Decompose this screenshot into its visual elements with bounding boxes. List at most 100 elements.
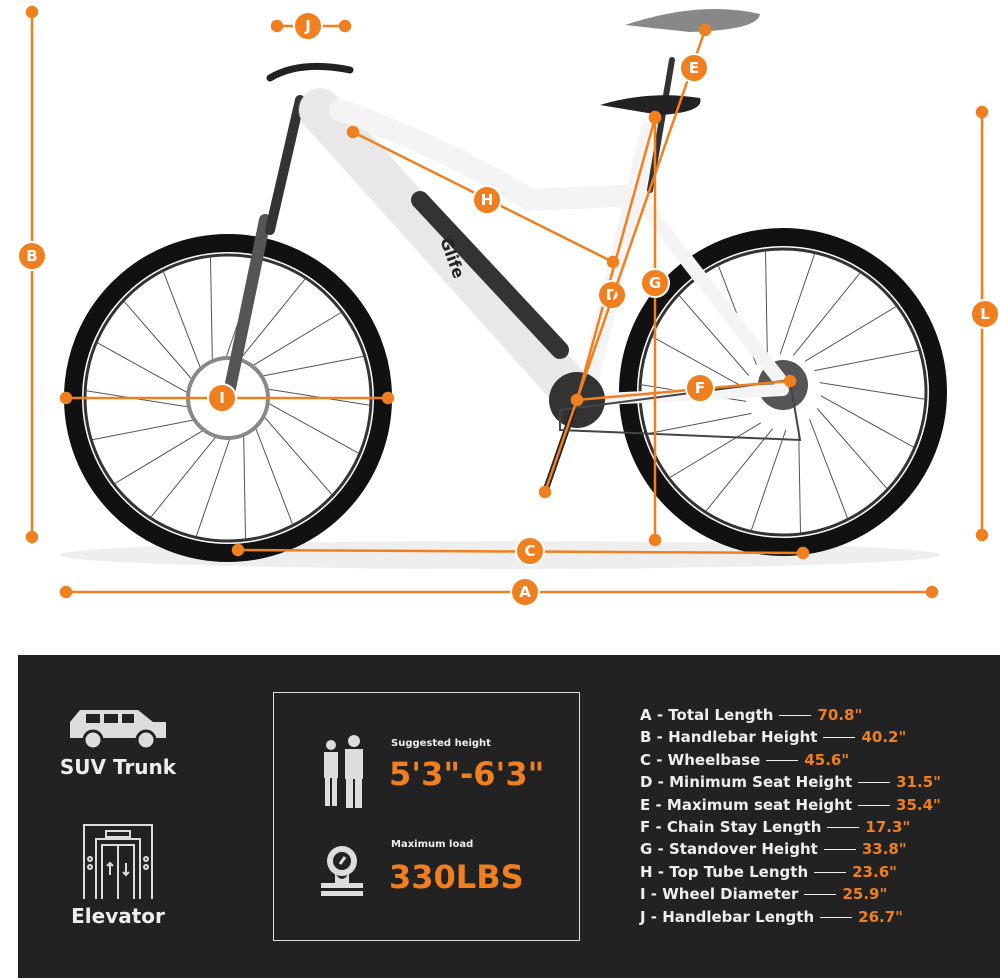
spoke — [92, 418, 197, 441]
spec-row: J - Handlebar Length 26.7" — [640, 906, 941, 928]
specs-panel: SUV Trunk Elevator Suggested height 5'3"… — [18, 655, 1000, 978]
spoke — [123, 300, 195, 382]
rider-info-box: Suggested height 5'3"-6'3" Maximum load … — [273, 692, 580, 941]
dimension-label: G — [649, 274, 661, 292]
spec-key: A - Total Length — [640, 706, 774, 724]
suv-icon — [70, 710, 166, 751]
dimension-c: C — [231, 536, 810, 566]
spoke — [814, 349, 919, 372]
dimension-l: L — [970, 105, 1000, 542]
spoke — [809, 419, 849, 519]
spoke — [162, 271, 202, 371]
spec-value: 26.7" — [858, 907, 903, 926]
spec-row: D - Minimum Seat Height 31.5" — [640, 771, 941, 793]
elevator-icon — [83, 824, 153, 899]
dimension-j: J — [270, 11, 352, 41]
spoke — [237, 278, 306, 362]
spec-value: 17.3" — [865, 818, 911, 837]
spec-value: 31.5" — [896, 773, 941, 792]
leader-line — [820, 916, 853, 918]
leader-line — [858, 804, 891, 806]
leader-line — [779, 715, 812, 716]
spoke — [249, 311, 342, 368]
dimension-a: A — [59, 577, 939, 607]
spec-row: I - Wheel Diameter 25.9" — [640, 883, 941, 905]
spoke — [678, 294, 750, 376]
spec-key: C - Wheelbase — [640, 750, 761, 769]
feature-elevator: Elevator — [38, 823, 198, 928]
spec-value: 35.4" — [896, 795, 941, 814]
dimension-i: I — [59, 383, 395, 413]
spec-row: F - Chain Stay Length 17.3" — [640, 816, 941, 838]
spoke — [651, 336, 746, 389]
dimension-label: C — [524, 542, 535, 560]
spoke — [804, 305, 897, 362]
load-label: Maximum load — [391, 839, 474, 850]
dimension-f: F — [570, 373, 797, 407]
leader-line — [827, 827, 860, 829]
spec-key: J - Handlebar Length — [640, 907, 815, 926]
spoke — [798, 426, 802, 533]
spec-value: 25.9" — [842, 885, 888, 904]
spoke — [647, 412, 752, 435]
spoke — [261, 414, 333, 496]
spec-value: 45.6" — [804, 750, 850, 769]
leader-line — [804, 894, 837, 896]
dimension-label: E — [689, 59, 699, 77]
leader-line — [766, 759, 799, 761]
dimension-label: H — [481, 191, 494, 209]
spoke — [820, 395, 915, 448]
spec-key: H - Top Tube Length — [640, 862, 809, 881]
spoke — [764, 251, 768, 358]
load-value: 330LBS — [389, 858, 524, 896]
spoke — [96, 342, 191, 395]
scale-icon — [321, 846, 363, 896]
leader-line — [823, 737, 856, 739]
dimension-label: L — [980, 305, 990, 323]
dimension-label: B — [26, 247, 37, 265]
spoke — [114, 428, 207, 485]
spec-key: D - Minimum Seat Height — [640, 773, 853, 792]
dimension-label: J — [304, 17, 311, 35]
spec-key: G - Standover Height — [640, 840, 818, 859]
spec-row: G - Standover Height 33.8" — [640, 838, 941, 860]
height-value: 5'3"-6'3" — [389, 755, 545, 793]
height-label: Suggested height — [391, 738, 491, 749]
dimension-b: B — [17, 5, 47, 544]
spoke — [150, 434, 219, 518]
dimension-label: I — [219, 389, 225, 407]
spec-value: 23.6" — [852, 862, 897, 881]
spoke — [669, 422, 762, 479]
dimension-h: H — [346, 125, 620, 269]
spec-key: B - Handlebar Height — [640, 728, 818, 747]
spec-row: H - Top Tube Length 23.6" — [640, 861, 941, 883]
spec-list: A - Total Length 70.8" B - Handlebar Heigh… — [640, 704, 941, 928]
spec-key: I - Wheel Diameter — [640, 885, 799, 904]
spoke — [243, 432, 247, 539]
spoke — [265, 401, 360, 454]
spoke — [705, 428, 774, 512]
bike-diagram: Glife ABCDEFGHIJL — [17, 5, 1000, 607]
spec-row: B - Handlebar Height 40.2" — [640, 726, 941, 748]
spec-key: E - Maximum seat Height — [640, 795, 853, 814]
dimension-g: G — [640, 110, 670, 547]
spec-row: C - Wheelbase 45.6" — [640, 749, 941, 771]
spoke — [750, 429, 787, 531]
feature-suv-trunk: SUV Trunk — [38, 700, 198, 779]
leader-line — [858, 782, 891, 784]
spoke — [819, 382, 925, 400]
dimension-label: F — [695, 379, 705, 397]
spec-value: 40.2" — [861, 728, 907, 747]
spoke — [816, 408, 888, 490]
spoke — [779, 253, 816, 355]
dimension-e: E — [538, 23, 712, 499]
feature-label: Elevator — [71, 904, 165, 928]
spoke — [209, 257, 213, 364]
spoke — [195, 435, 232, 537]
spec-row: E - Maximum seat Height 35.4" — [640, 794, 941, 816]
spec-key: F - Chain Stay Length — [640, 818, 822, 837]
spoke — [259, 355, 364, 378]
leader-line — [814, 871, 847, 873]
spec-value: 70.8" — [817, 706, 863, 724]
